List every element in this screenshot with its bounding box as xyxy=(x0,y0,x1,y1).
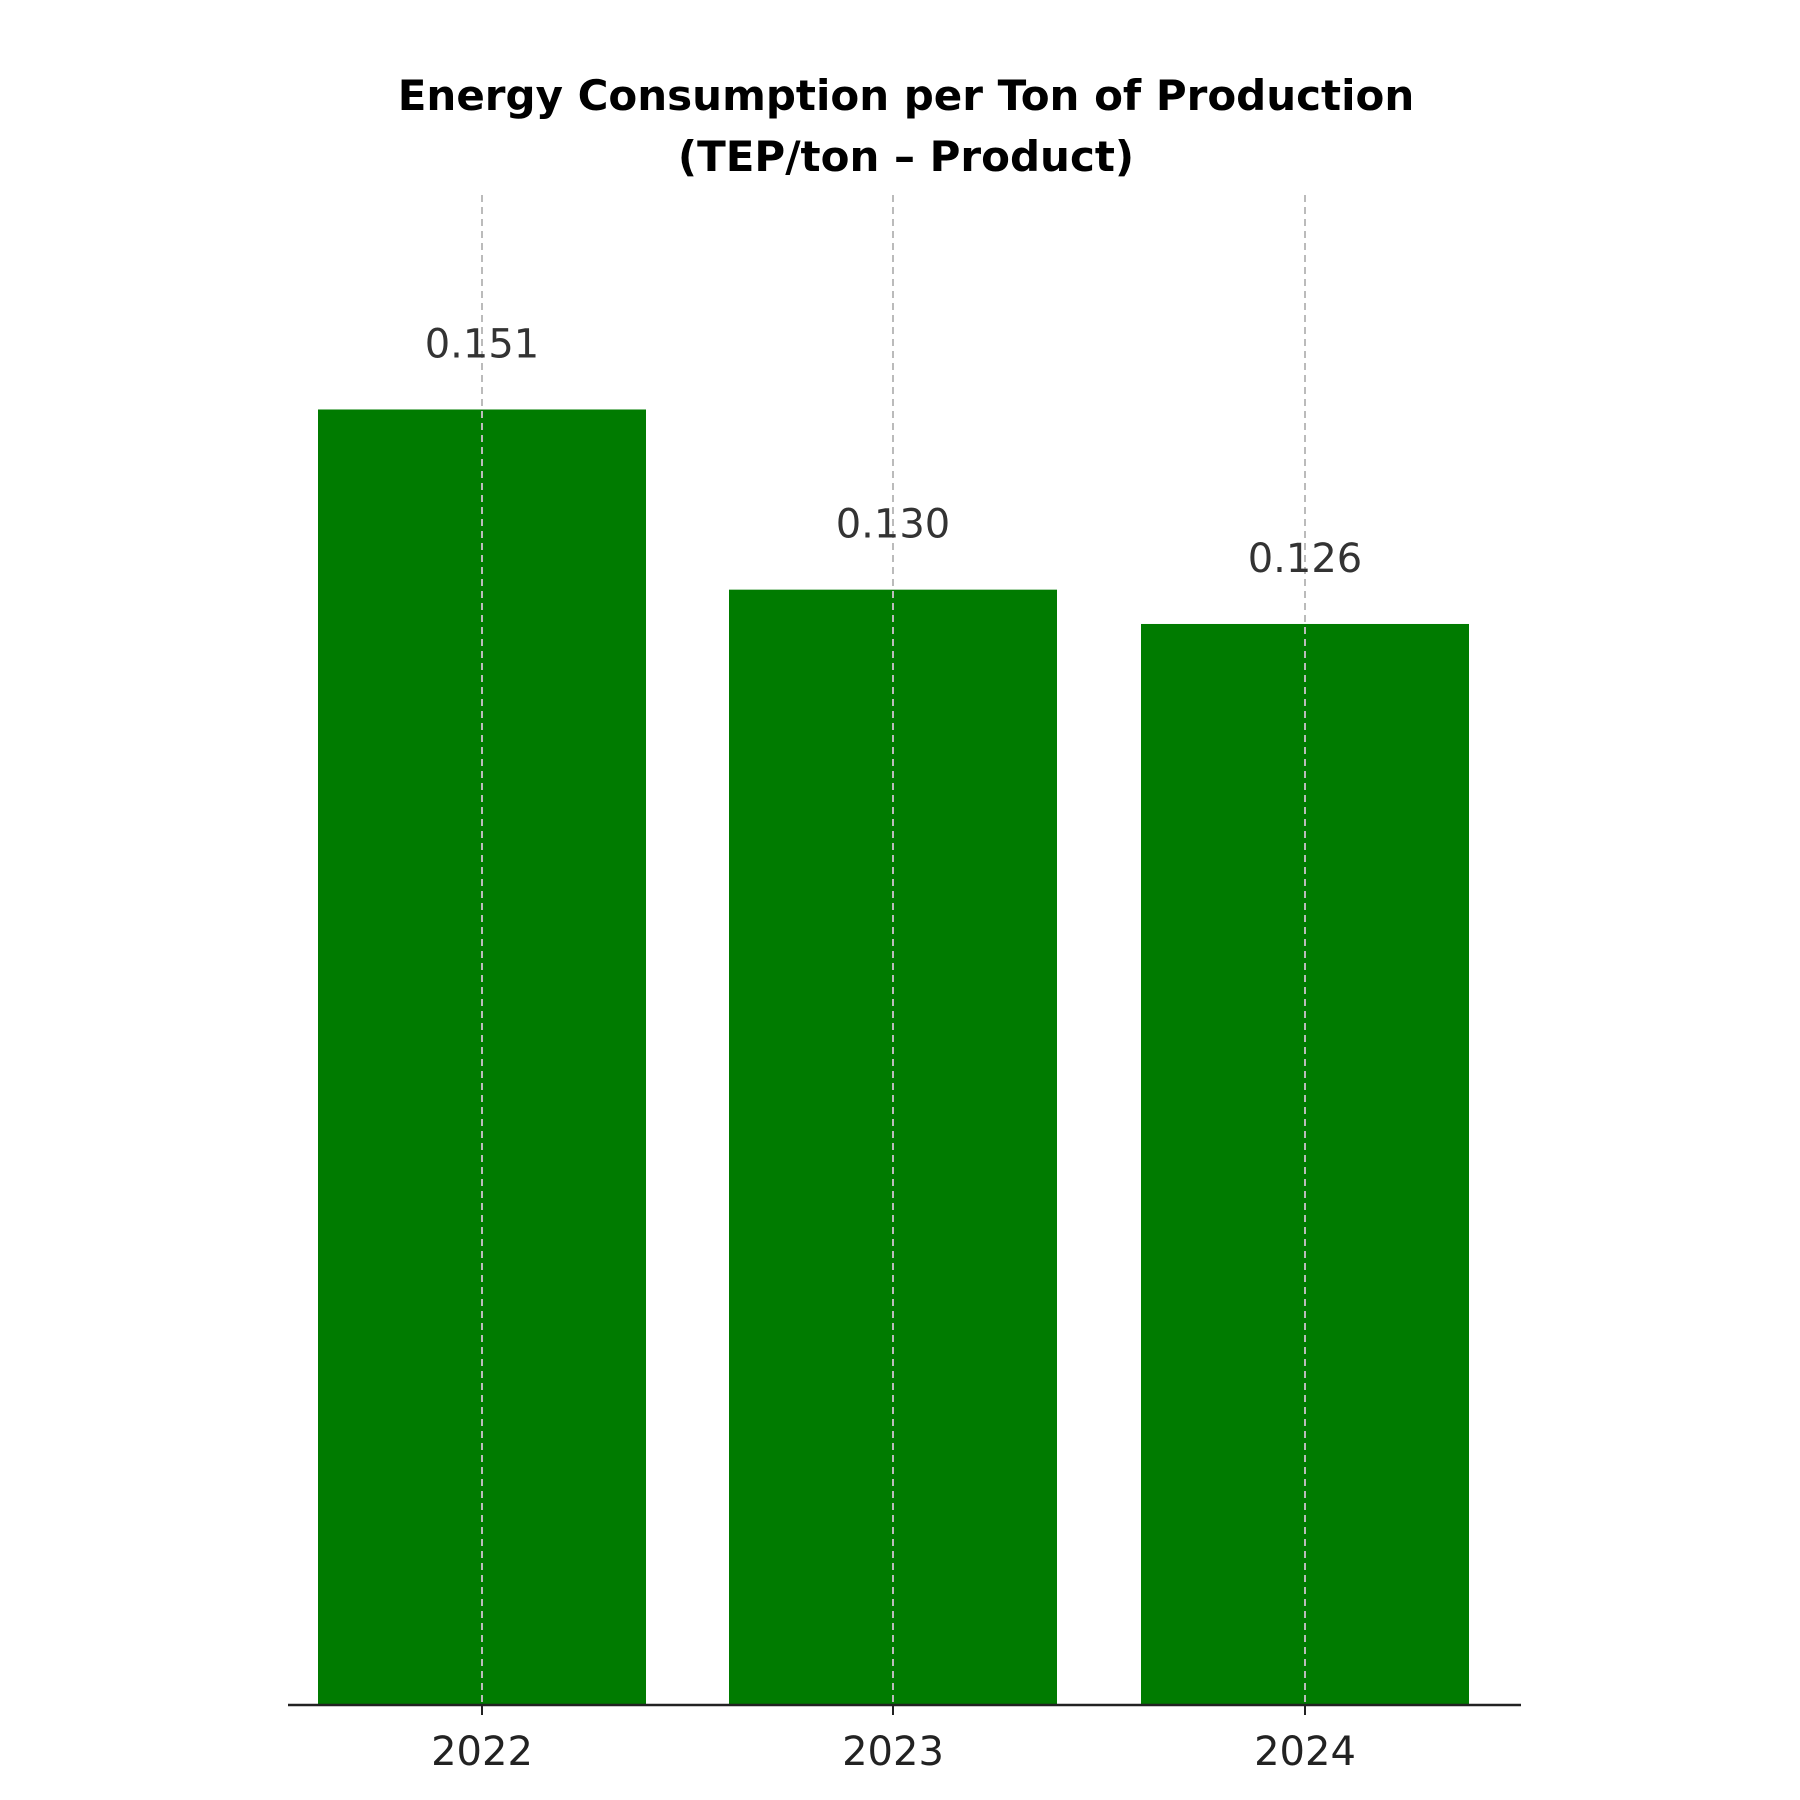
data-label-2022: 0.151 xyxy=(425,321,540,367)
x-tick-label-2022: 2022 xyxy=(431,1729,533,1775)
chart-subtitle: (TEP/ton – Product) xyxy=(678,132,1134,181)
labels-layer: 0.151 0.130 0.126 xyxy=(425,321,1363,581)
chart-title: Energy Consumption per Ton of Production xyxy=(398,71,1415,120)
data-label-2024: 0.126 xyxy=(1248,536,1363,582)
bar-2022 xyxy=(318,409,646,1705)
data-label-2023: 0.130 xyxy=(836,502,951,548)
bar-2024 xyxy=(1141,623,1469,1705)
x-tick-label-2024: 2024 xyxy=(1254,1729,1356,1775)
x-axis: 2022 2023 2024 xyxy=(288,1703,1521,1775)
x-tick-label-2023: 2023 xyxy=(842,1729,944,1775)
